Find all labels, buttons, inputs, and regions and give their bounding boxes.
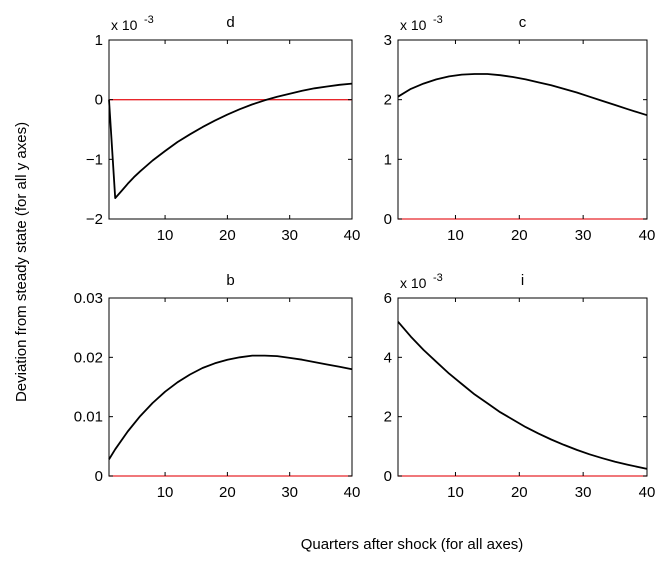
x-tick-label: 10: [447, 227, 464, 244]
x-tick-label: 10: [447, 484, 464, 501]
axes-frame: [397, 39, 648, 220]
y-tick-label: −1: [86, 151, 103, 168]
subplot-b: 10 20 30 40 0 0.01 0.02 0.03 b: [74, 272, 361, 501]
x-tick-label: 20: [219, 227, 236, 244]
y-tick-label: 0: [95, 468, 103, 485]
x-tick-label: 40: [344, 227, 361, 244]
x-tick-label: 30: [281, 484, 298, 501]
multiplier-label: x 10: [111, 17, 138, 33]
subplot-title: i: [521, 272, 524, 289]
y-tick-label: 2: [384, 409, 392, 426]
subplot-d: 10 20 30 40 −2 −1 0 1 d x 10 -3: [86, 14, 360, 244]
x-tick-label: 40: [344, 484, 361, 501]
axes-frame: [108, 297, 353, 477]
y-tick-label: 0: [384, 468, 392, 485]
x-tick-label: 30: [575, 484, 592, 501]
axes-frame: [108, 39, 353, 220]
y-tick-label: 0: [384, 211, 392, 228]
y-tick-label: 1: [95, 32, 103, 49]
y-tick-label: −2: [86, 211, 103, 228]
subplot-i: 10 20 30 40 0 2 4 6 i x 10 -3: [384, 272, 656, 501]
subplot-title: d: [226, 14, 234, 31]
series-line-0: [397, 321, 648, 470]
subplot-c: 10 20 30 40 0 1 2 3 c x 10 -3: [384, 14, 656, 244]
figure-xlabel: Quarters after shock (for all axes): [301, 536, 524, 553]
y-tick-label: 0.03: [74, 290, 103, 307]
y-tick-label: 1: [384, 151, 392, 168]
x-tick-label: 40: [639, 484, 656, 501]
x-tick-label: 10: [157, 484, 174, 501]
y-tick-label: 3: [384, 32, 392, 49]
y-tick-label: 0.02: [74, 349, 103, 366]
x-tick-label: 20: [511, 484, 528, 501]
x-tick-label: 30: [281, 227, 298, 244]
x-tick-label: 20: [219, 484, 236, 501]
multiplier-label: x 10: [400, 275, 427, 291]
axes-frame: [397, 297, 648, 477]
x-tick-label: 40: [639, 227, 656, 244]
multiplier-exponent: -3: [433, 14, 443, 26]
multiplier-exponent: -3: [144, 14, 154, 26]
y-tick-label: 4: [384, 349, 392, 366]
series-line-0: [108, 82, 353, 200]
multiplier-exponent: -3: [433, 272, 443, 284]
subplot-title: b: [226, 272, 234, 289]
x-tick-label: 30: [575, 227, 592, 244]
series-line-0: [397, 73, 648, 117]
y-tick-label: 0: [95, 92, 103, 109]
subplot-title: c: [519, 14, 527, 31]
y-tick-label: 6: [384, 290, 392, 307]
series-line-0: [108, 354, 353, 460]
figure-ylabel: Deviation from steady state (for all y a…: [13, 122, 30, 402]
x-tick-label: 20: [511, 227, 528, 244]
y-tick-label: 0.01: [74, 409, 103, 426]
x-tick-label: 10: [157, 227, 174, 244]
multiplier-label: x 10: [400, 17, 427, 33]
y-tick-label: 2: [384, 92, 392, 109]
